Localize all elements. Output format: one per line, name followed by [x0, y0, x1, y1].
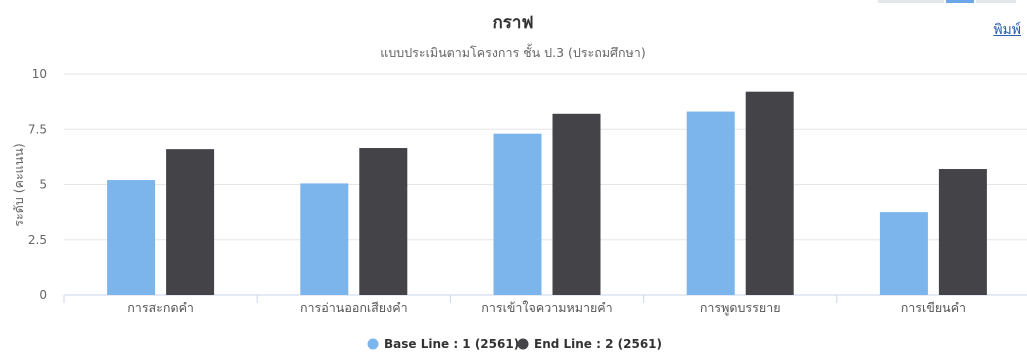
x-tick-label: การสะกดคำ — [127, 300, 194, 315]
y-tick-label: 5 — [39, 178, 47, 192]
bar-endline — [938, 169, 987, 295]
y-tick-label: 2.5 — [28, 233, 47, 247]
bar-baseline — [879, 212, 928, 295]
y-tick-label: 0 — [39, 288, 47, 302]
y-tick-label: 7.5 — [28, 122, 47, 136]
legend-marker — [367, 338, 379, 350]
bar-endline — [359, 148, 408, 295]
bar-endline — [552, 113, 601, 295]
bar-baseline — [493, 133, 542, 295]
bar-endline — [166, 149, 215, 295]
y-axis-label: ระดับ (คะแนน) — [11, 143, 26, 226]
bar-endline — [745, 91, 794, 296]
bar-baseline — [686, 111, 735, 295]
legend-label: Base Line : 1 (2561) — [384, 337, 519, 351]
legend-marker — [517, 338, 529, 350]
legend: Base Line : 1 (2561) End Line : 2 (2561) — [367, 337, 662, 351]
x-tick-label: การอ่านออกเสียงคำ — [300, 300, 408, 315]
x-tick-labels: การสะกดคำ การอ่านออกเสียงคำ การเข้าใจความห… — [63, 295, 966, 316]
top-strip-right — [976, 0, 1016, 3]
print-link[interactable]: พิมพ์ — [993, 22, 1021, 38]
legend-label: End Line : 2 (2561) — [534, 337, 662, 351]
x-tick-label: การพูดบรรยาย — [700, 300, 781, 316]
bar-baseline — [107, 180, 156, 295]
bar-baseline — [300, 183, 349, 295]
y-tick-label: 10 — [32, 67, 47, 81]
x-tick-label: การเขียนคำ — [901, 300, 966, 315]
bars — [107, 91, 987, 296]
x-tick-label: การเข้าใจความหมายคำ — [481, 300, 612, 315]
top-strip-left — [878, 0, 944, 3]
chart-title: กราฟ — [492, 13, 533, 33]
y-tick-labels: 0 2.5 5 7.5 10 — [28, 67, 47, 302]
chart-subtitle: แบบประเมินตามโครงการ ชั้น ป.3 (ประถมศึกษ… — [380, 43, 645, 60]
grid-lines — [64, 73, 1027, 296]
top-strip-active — [946, 0, 974, 3]
